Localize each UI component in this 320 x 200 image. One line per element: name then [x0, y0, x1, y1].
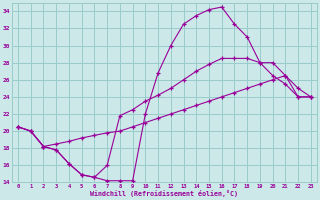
- X-axis label: Windchill (Refroidissement éolien,°C): Windchill (Refroidissement éolien,°C): [91, 190, 238, 197]
